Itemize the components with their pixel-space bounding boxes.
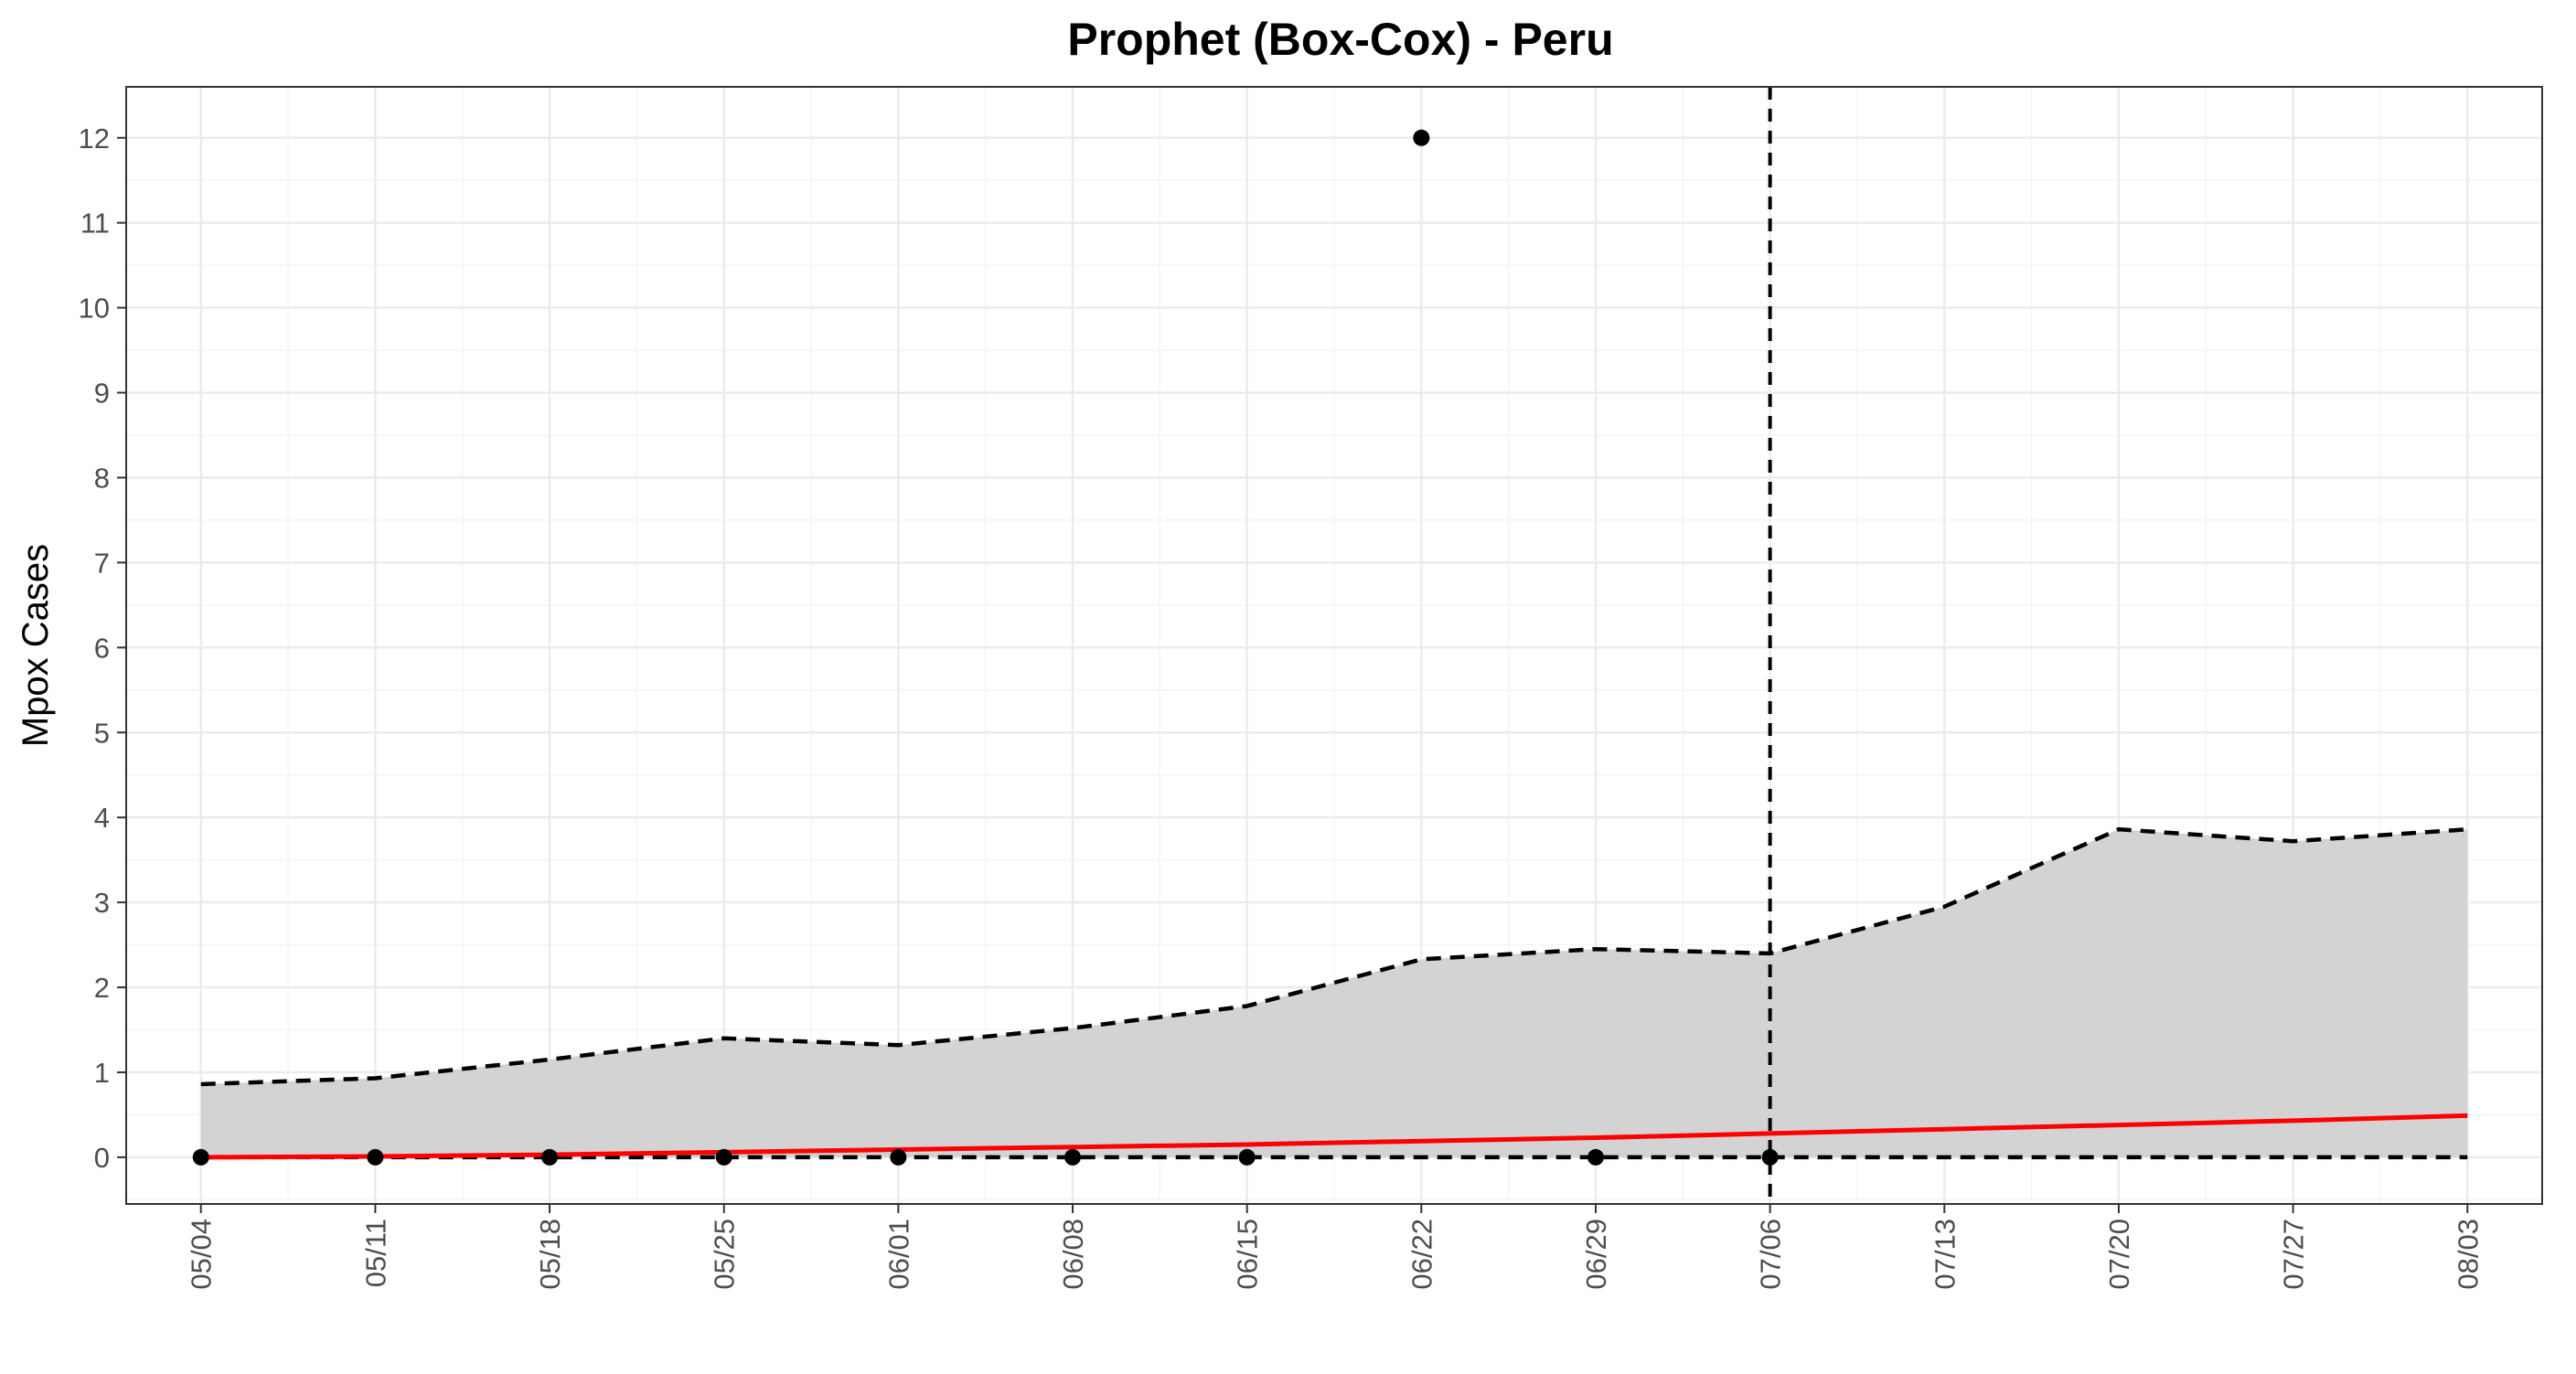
observed-point [367,1148,384,1166]
observed-point [715,1148,732,1166]
x-tick-label: 05/04 [186,1219,218,1290]
x-tick-label: 06/15 [1232,1219,1264,1290]
y-tick-label: 6 [94,632,110,664]
y-tick-label: 10 [79,293,110,325]
x-tick-label: 06/22 [1406,1219,1438,1290]
observed-point [1238,1148,1256,1166]
y-tick-label: 12 [79,122,110,154]
y-tick-label: 2 [94,972,110,1004]
chart-title: Prophet (Box-Cox) - Peru [1067,14,1613,65]
observed-point [541,1148,559,1166]
x-axis: 05/04 05/11 05/18 05/25 06/01 06/08 06/15 06/22… [186,1204,2484,1290]
y-axis-label: Mpox Cases [16,544,56,747]
x-tick-label: 07/20 [2103,1219,2135,1290]
x-tick-label: 07/13 [1929,1219,1961,1290]
observed-point [890,1148,907,1166]
x-tick-label: 08/03 [2452,1219,2484,1290]
x-tick-label: 05/18 [534,1219,566,1290]
prediction-interval-band [200,829,2468,1157]
y-tick-label: 5 [94,717,110,749]
y-tick-label: 0 [94,1142,110,1174]
y-tick-label: 8 [94,462,110,494]
observed-point [192,1148,209,1166]
observed-points [192,129,1779,1166]
x-tick-label: 07/06 [1755,1219,1787,1290]
observed-point [1761,1148,1779,1166]
x-tick-label: 06/29 [1580,1219,1612,1290]
x-tick-label: 05/11 [359,1219,391,1287]
x-tick-label: 06/08 [1057,1219,1089,1290]
observed-point [1413,129,1430,146]
plot-border [125,86,2543,1205]
y-tick-label: 9 [94,378,110,410]
y-tick-label: 11 [80,208,110,240]
x-tick-label: 05/25 [709,1219,741,1290]
y-tick-label: 4 [94,802,110,834]
observed-point [1587,1148,1604,1166]
y-tick-label: 3 [94,887,110,919]
x-tick-label: 06/01 [882,1219,914,1290]
observed-point [1064,1148,1082,1166]
y-tick-label: 7 [94,547,110,579]
prediction-interval [200,826,2468,1160]
fitted-line [200,1113,2468,1160]
y-tick-label: 1 [94,1057,110,1089]
x-tick-label: 07/27 [2278,1219,2310,1290]
fitted-line-layer [200,1113,2468,1160]
